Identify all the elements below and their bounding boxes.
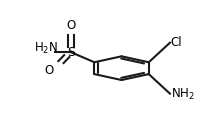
Text: O: O: [66, 18, 75, 32]
Text: NH$_2$: NH$_2$: [171, 87, 195, 102]
Text: O: O: [45, 64, 54, 77]
Text: S: S: [67, 46, 75, 59]
Text: Cl: Cl: [171, 36, 182, 49]
Text: H$_2$N: H$_2$N: [34, 41, 58, 56]
